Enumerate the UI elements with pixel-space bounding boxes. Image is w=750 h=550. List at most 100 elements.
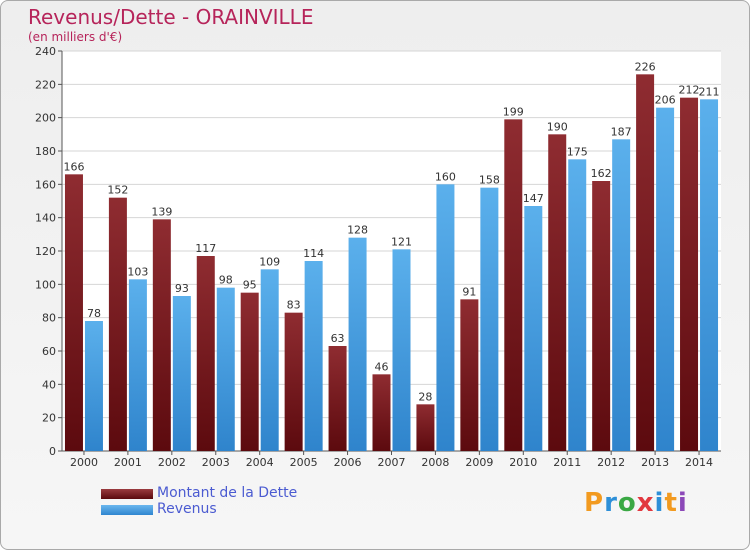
data-label-dette: 212 [679,84,700,97]
data-label-revenus: 206 [655,94,676,107]
data-label-revenus: 93 [175,282,189,295]
y-tick-label: 240 [35,45,56,58]
bar-revenus [128,279,147,451]
bar-dette [504,119,523,451]
x-tick-label: 2013 [641,456,669,469]
data-label-revenus: 175 [567,145,588,158]
legend-label-revenus: Revenus [157,501,217,517]
chart-title: Revenus/Dette - ORAINVILLE [28,5,314,29]
y-tick-label: 80 [42,312,56,325]
bar-revenus [480,187,499,451]
bar-revenus [392,249,411,451]
y-tick-label: 140 [35,212,56,225]
y-tick-label: 40 [42,378,56,391]
bar-revenus [700,99,719,451]
y-tick-label: 120 [35,245,56,258]
logo-letter: t [664,488,678,518]
data-label-dette: 190 [547,120,568,133]
data-label-dette: 139 [151,205,172,218]
bar-revenus [348,237,367,451]
bar-dette [152,219,171,451]
legend-label-dette: Montant de la Dette [157,485,298,501]
x-tick-label: 2008 [421,456,449,469]
x-tick-label: 2000 [70,456,98,469]
bar-dette [64,174,83,452]
bar-revenus [216,287,235,451]
x-tick-label: 2006 [334,456,362,469]
bar-revenus [84,321,103,451]
x-tick-label: 2002 [158,456,186,469]
x-tick-label: 2014 [685,456,713,469]
bar-revenus [172,296,191,451]
bar-revenus [524,206,543,451]
bar-revenus [568,159,587,452]
x-tick-label: 2009 [465,456,493,469]
data-label-dette: 166 [63,160,84,173]
data-label-dette: 83 [287,299,301,312]
y-tick-label: 180 [35,145,56,158]
data-label-revenus: 114 [303,247,324,260]
logo-letter: r [604,488,618,518]
bar-dette [460,299,479,451]
data-label-revenus: 147 [523,192,544,205]
bar-dette [680,97,699,452]
chart-subtitle: (en milliers d'€) [28,30,123,44]
bar-dette [548,134,567,452]
y-tick-label: 0 [49,445,56,458]
data-label-dette: 199 [503,105,524,118]
x-tick-label: 2010 [509,456,537,469]
data-label-revenus: 187 [611,125,632,138]
y-tick-label: 20 [42,412,56,425]
y-tick-label: 60 [42,345,56,358]
logo-letter: P [584,488,605,518]
data-label-revenus: 158 [479,174,500,187]
data-label-revenus: 103 [127,265,148,278]
data-label-dette: 162 [591,167,612,180]
data-label-revenus: 211 [699,85,720,98]
legend-swatch-dette [101,489,153,499]
x-tick-label: 2011 [553,456,581,469]
bar-dette [416,404,435,451]
x-tick-label: 2004 [246,456,274,469]
bar-revenus [612,139,631,452]
bar-revenus [656,107,675,452]
legend-swatch-revenus [101,505,153,515]
data-label-dette: 95 [243,279,257,292]
x-tick-label: 2005 [290,456,318,469]
bar-dette [284,312,303,451]
data-label-revenus: 121 [391,235,412,248]
logo-letter: i [677,488,688,518]
bar-revenus [260,269,279,451]
data-label-revenus: 109 [259,255,280,268]
x-tick-label: 2001 [114,456,142,469]
bar-dette [328,346,347,451]
x-tick-label: 2007 [378,456,406,469]
logo-letter: i [654,488,665,518]
bar-revenus [304,261,323,451]
x-tick-label: 2012 [597,456,625,469]
data-label-dette: 226 [635,60,656,73]
data-label-dette: 46 [375,360,389,373]
logo-letter: o [617,488,637,518]
y-tick-label: 200 [35,112,56,125]
bar-dette [240,292,259,451]
y-tick-label: 160 [35,178,56,191]
bar-dette [108,197,127,451]
data-label-dette: 91 [462,285,476,298]
data-label-revenus: 160 [435,170,456,183]
y-tick-label: 100 [35,278,56,291]
data-label-revenus: 78 [87,307,101,320]
bar-dette [592,181,611,451]
data-label-revenus: 128 [347,224,368,237]
data-label-dette: 152 [107,184,128,197]
data-label-dette: 28 [418,390,432,403]
bar-revenus [436,184,455,452]
data-label-dette: 63 [331,332,345,345]
bar-dette [636,74,655,451]
bar-dette [372,374,391,451]
proxiti-logo: Proxiti [584,488,688,518]
x-tick-label: 2003 [202,456,230,469]
y-tick-label: 220 [35,78,56,91]
